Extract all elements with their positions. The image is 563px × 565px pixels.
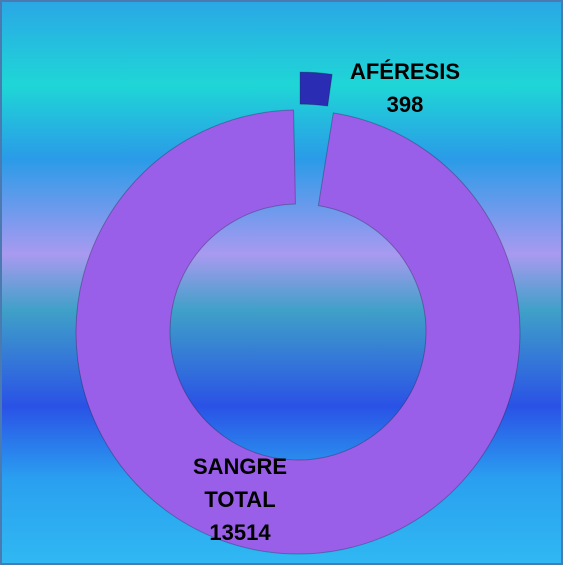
category-label: AFÉRESIS [349,59,461,84]
slice-label: SANGRE TOTAL 13514 [170,450,310,549]
slice-label: AFÉRESIS 398 [330,55,480,121]
value-label: 398 [386,92,424,117]
category-label: SANGRE TOTAL [192,454,288,512]
value-label: 13514 [209,520,271,545]
donut-slice [299,71,333,107]
donut-slice [75,109,521,555]
